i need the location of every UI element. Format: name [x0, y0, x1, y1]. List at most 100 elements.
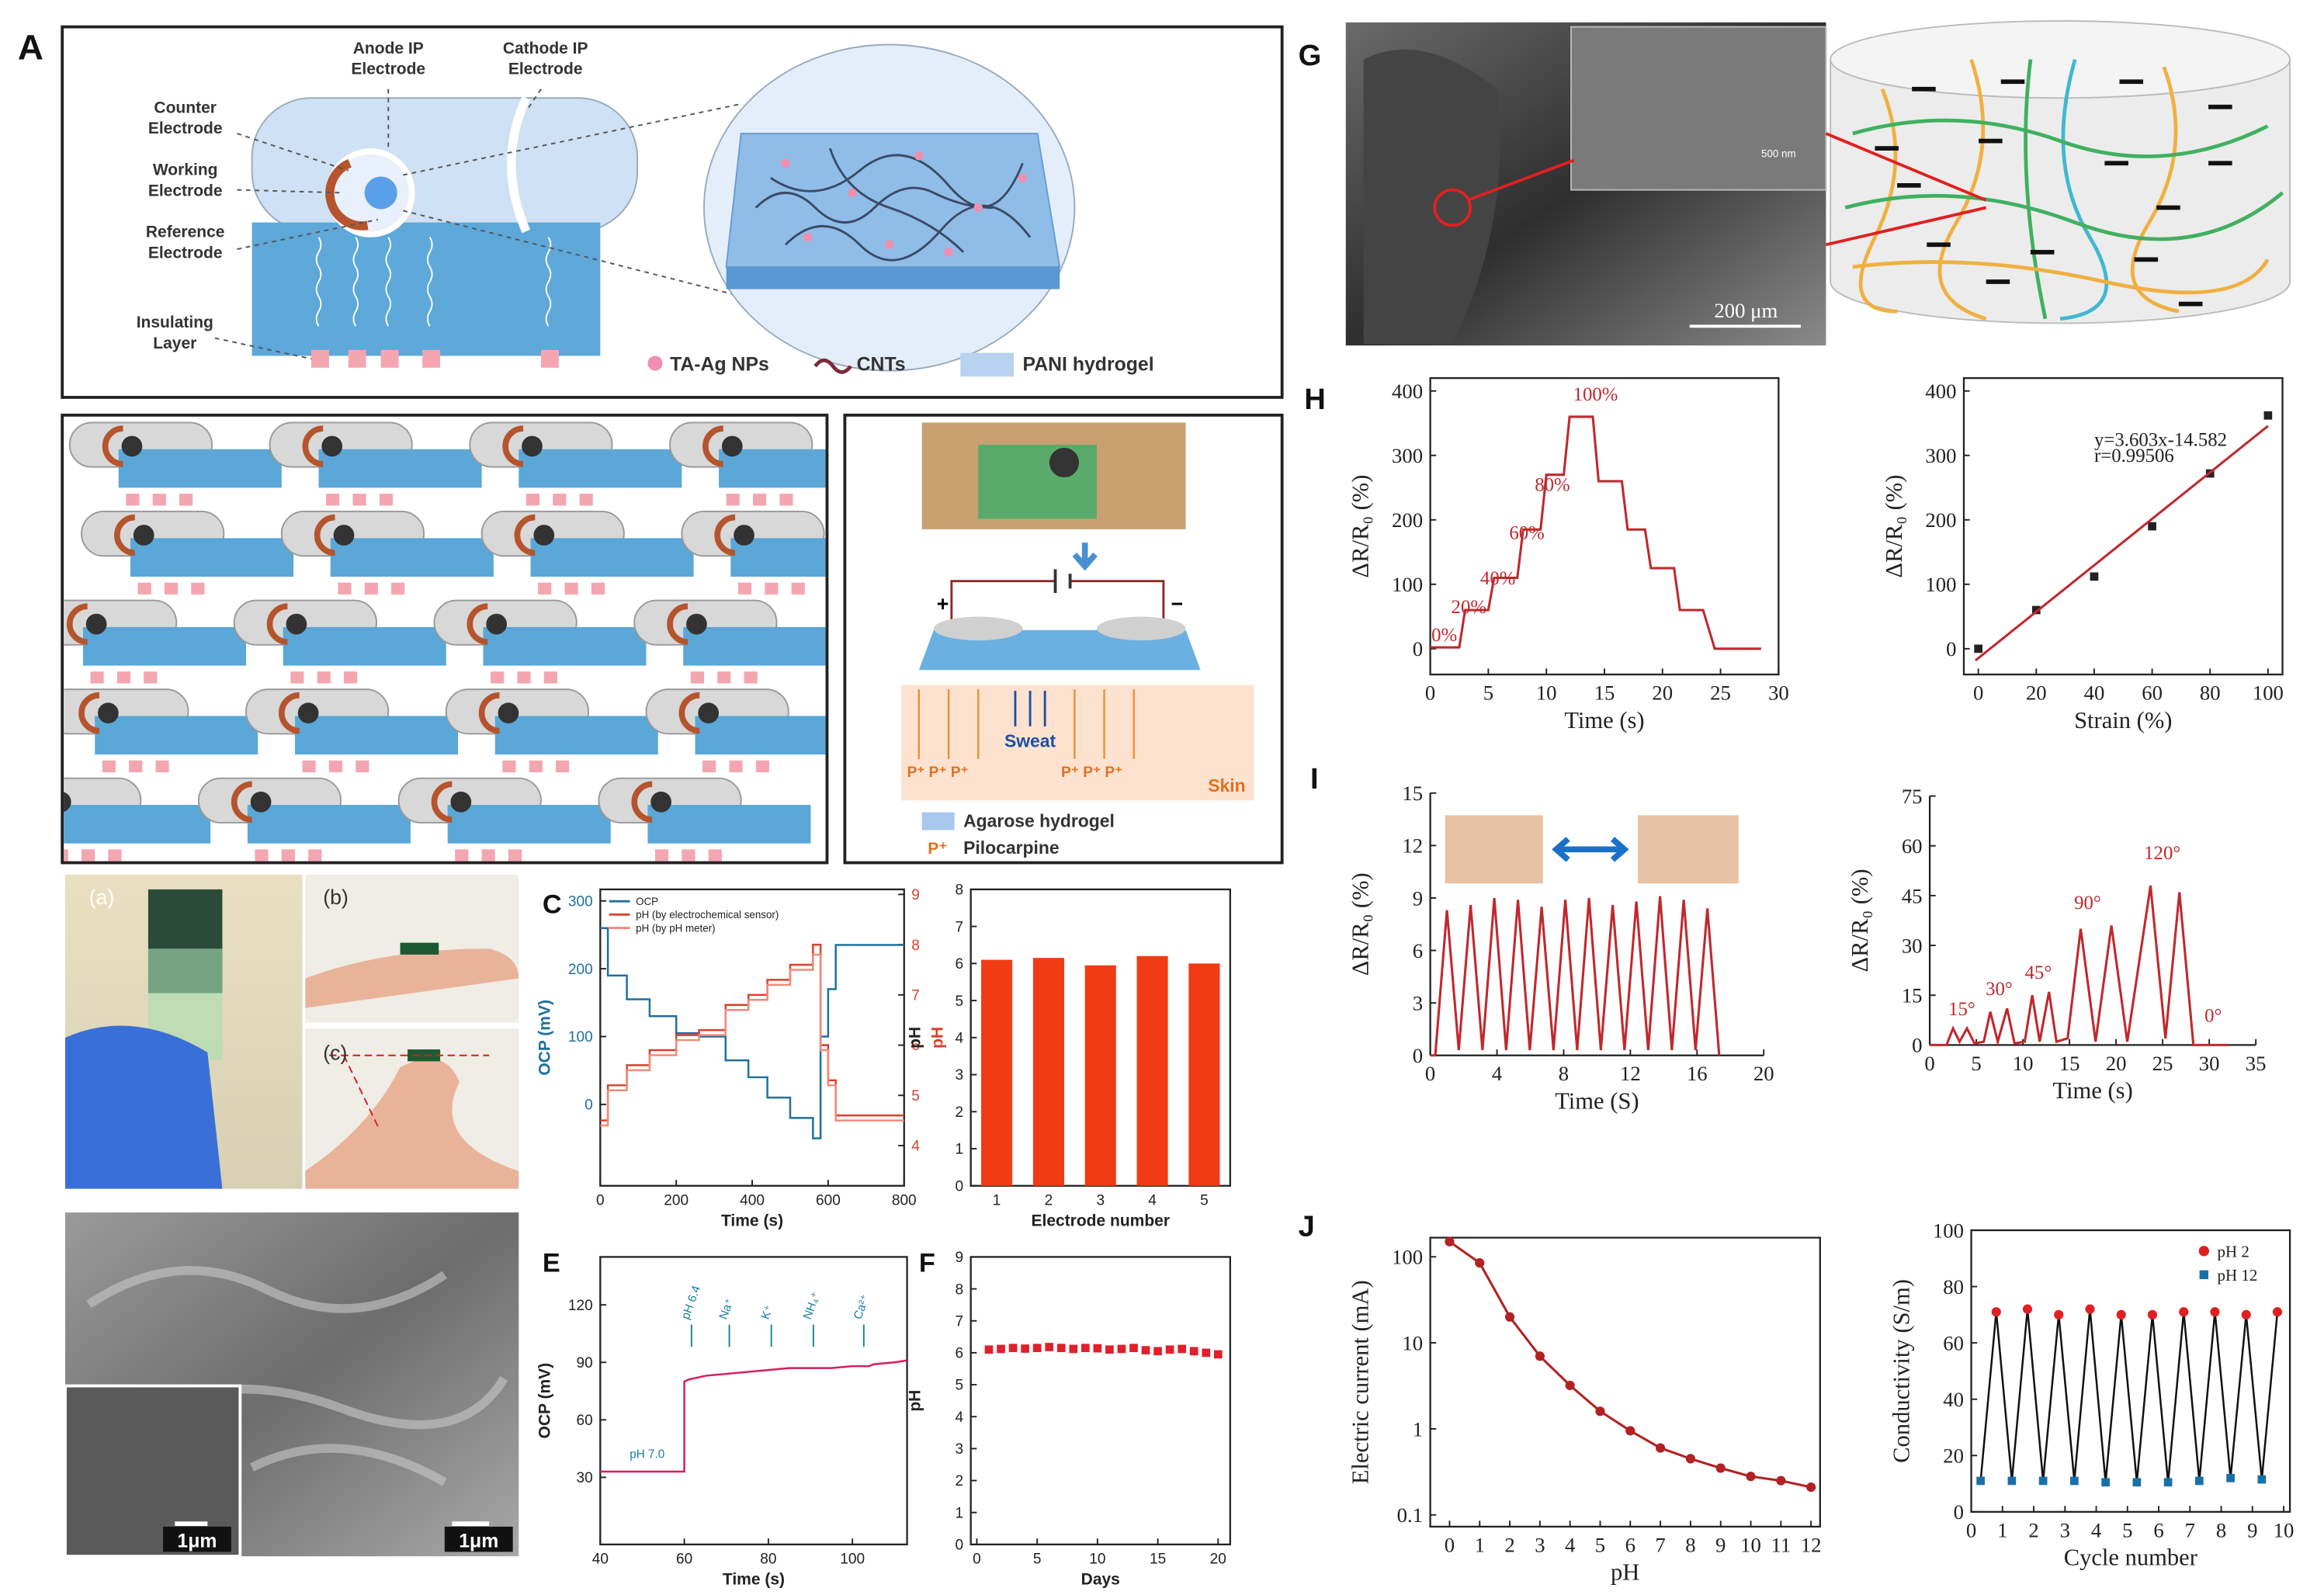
y-tick-label: 0: [1413, 1044, 1423, 1067]
x-tick-label: 20: [1753, 1062, 1774, 1085]
device-electrode: [478, 692, 500, 734]
bar: [1032, 958, 1064, 1186]
device-electrode: [678, 692, 700, 734]
legend-label: CNTs: [857, 355, 906, 376]
device-gap: [507, 95, 531, 234]
annotation: 0°: [2204, 1005, 2222, 1026]
y-tick-label: 2: [956, 1473, 964, 1489]
device-electrode: [502, 425, 524, 467]
connector: [2120, 1314, 2138, 1482]
connector: [2135, 1314, 2154, 1482]
x-tick-label: 40: [2084, 681, 2105, 704]
y-tick-label: 120: [568, 1298, 593, 1314]
x-tick-label: 9: [2247, 1518, 2257, 1541]
x-axis-label: Time (s): [1564, 707, 1644, 733]
x-tick-label: 20: [2106, 1052, 2127, 1075]
device-pad: [654, 849, 669, 862]
y-tick-label: 100: [1392, 1246, 1423, 1269]
device-pad: [526, 494, 540, 506]
x-tick-label: 10: [1536, 681, 1557, 704]
point: [1746, 1472, 1756, 1482]
line: [1430, 896, 1721, 1057]
x-tick-label: 2: [1504, 1533, 1514, 1556]
device-pad: [491, 671, 505, 684]
annotation: 90°: [2074, 893, 2101, 914]
y-tick-label: 0: [956, 1178, 964, 1195]
chart: 0 4 8 12 16 20 0 3 6 9 12 15 Time (S) ΔR/R₀ (%): [1347, 782, 1774, 1114]
x-tick-label: 0: [1425, 681, 1435, 704]
legend-label: pH (by pH meter): [636, 922, 715, 934]
y-tick-label: 2: [956, 1104, 964, 1121]
y-tick-label: 400: [1925, 380, 1956, 403]
device-hydrogel: [118, 449, 282, 488]
x-tick-label: 80: [760, 1552, 776, 1568]
annotation: 60%: [1509, 523, 1544, 544]
y-tick-label: 5: [956, 993, 964, 1010]
device-pad: [308, 849, 322, 862]
y-tick-label: 100: [1933, 1219, 1964, 1242]
y-tick-label: 1: [956, 1142, 964, 1158]
x-tick-label: 60: [2142, 681, 2163, 704]
point: [1504, 1312, 1515, 1322]
device-pad: [553, 494, 567, 506]
scale-bar-bg: [444, 1526, 513, 1552]
zoom-arrow: [1466, 158, 1575, 202]
x-tick-label: 0: [1966, 1518, 1976, 1541]
x-tick-label: 1: [1475, 1533, 1485, 1556]
x-tick-label: 3: [2060, 1518, 2070, 1541]
diagram-label: −: [1171, 592, 1183, 615]
bar: [1188, 963, 1220, 1186]
device-hydrogel: [519, 449, 682, 488]
x-axis-label: Strain (%): [2074, 707, 2172, 733]
y-axis-label: OCP (mV): [536, 1000, 553, 1076]
point: [1105, 1345, 1114, 1354]
y-tick-label: 100: [1925, 573, 1956, 596]
device-pad: [82, 849, 95, 862]
y-tick-label: 0: [956, 1538, 964, 1554]
y-tick-label: 0: [1912, 1034, 1922, 1057]
device-center: [522, 435, 543, 457]
device-electrode: [431, 781, 453, 823]
x-tick-label: 20: [1652, 681, 1673, 704]
y-tick-label: 30: [1902, 934, 1923, 957]
x-tick-label: 10: [2274, 1518, 2295, 1541]
x-tick-label: 0: [1973, 681, 1983, 704]
point: [2038, 1476, 2048, 1486]
y-tick-label: 400: [1392, 380, 1423, 403]
device-pad: [164, 582, 179, 595]
point: [1021, 1344, 1029, 1353]
device-top: [251, 97, 639, 233]
device-pad: [379, 494, 394, 506]
plot-frame: [969, 1256, 1231, 1546]
y-axis-label: Conductivity (S/m): [1888, 1279, 1914, 1463]
device-center: [321, 435, 343, 457]
device-pad: [116, 671, 131, 684]
connector: [2166, 1312, 2185, 1482]
point: [1202, 1348, 1211, 1357]
ion-label: P⁺ P⁺ P⁺: [907, 765, 969, 781]
connector: [1979, 1312, 1997, 1482]
point: [2263, 411, 2273, 420]
y-tick-label: 200: [1392, 508, 1423, 532]
device-pad: [338, 582, 352, 595]
hydrogel-device: [918, 629, 1201, 671]
device-electrode: [302, 425, 324, 467]
diagram-label: +: [937, 592, 949, 615]
device-array: [64, 421, 826, 862]
point: [1008, 1344, 1018, 1353]
device-pad: [391, 582, 405, 595]
y-tick-label: 6: [956, 1346, 964, 1362]
device-hydrogel: [251, 222, 601, 356]
annotation: pH 7.0: [630, 1448, 664, 1462]
y-tick-label: 20: [1943, 1444, 1964, 1468]
point: [1093, 1344, 1102, 1353]
connector: [2010, 1309, 2029, 1482]
device-electrode: [78, 692, 100, 734]
device-pad: [508, 849, 522, 862]
photo-label: (a): [89, 886, 115, 909]
device-pad: [155, 760, 169, 773]
device-pad: [302, 760, 316, 773]
device-center: [734, 525, 754, 546]
point: [2163, 1478, 2173, 1487]
